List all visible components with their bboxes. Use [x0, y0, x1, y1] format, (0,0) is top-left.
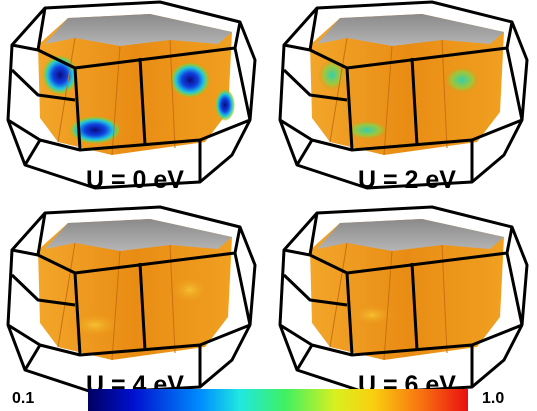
- colorbar-min: 0.1: [12, 390, 34, 407]
- colorbar: [88, 389, 468, 411]
- colorbar-max: 1.0: [482, 390, 504, 407]
- surface-spot: [168, 274, 212, 306]
- surface-spot: [215, 89, 235, 121]
- fermi-surface-panel: U = 2 eV: [280, 2, 527, 194]
- fermi-surface-panel: U = 4 eV: [8, 207, 255, 399]
- panel-label: U = 2 eV: [358, 166, 456, 194]
- figure: U = 0 eV U = 2 eV U = 4 eVU = 6 eV 0.1 1.0: [0, 0, 537, 411]
- surface-spot: [65, 311, 125, 339]
- fermi-surface-panel: U = 0 eV: [8, 2, 255, 194]
- surface-spot: [347, 303, 397, 327]
- panel-label: U = 0 eV: [86, 166, 184, 194]
- fermi-surface-panel: U = 6 eV: [280, 207, 527, 399]
- surface-spot: [444, 66, 480, 94]
- surface-spot: [170, 62, 210, 98]
- surface-spot: [318, 59, 346, 91]
